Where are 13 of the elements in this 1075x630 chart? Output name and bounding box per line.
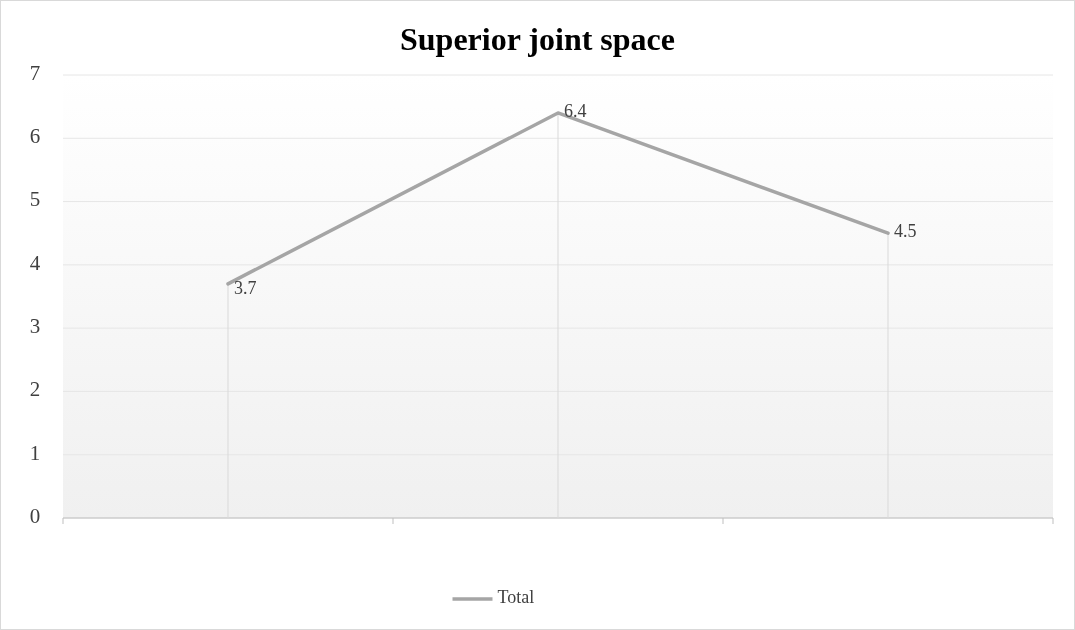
y-tick-label: 7 [29,60,41,85]
y-tick-label: 5 [29,187,41,212]
y-tick-label: 1 [29,440,41,465]
y-tick-label: 6 [29,124,41,149]
data-label: 3.7 [234,277,257,298]
y-tick-label: 0 [29,503,41,528]
data-label: 6.4 [564,101,587,122]
data-label: 4.5 [894,221,917,242]
y-tick-label: 4 [29,250,41,275]
chart-title: Superior joint space [400,21,675,57]
y-tick-label: 3 [29,313,41,338]
y-tick-label: 2 [29,377,41,402]
legend-label: Total [497,587,535,608]
